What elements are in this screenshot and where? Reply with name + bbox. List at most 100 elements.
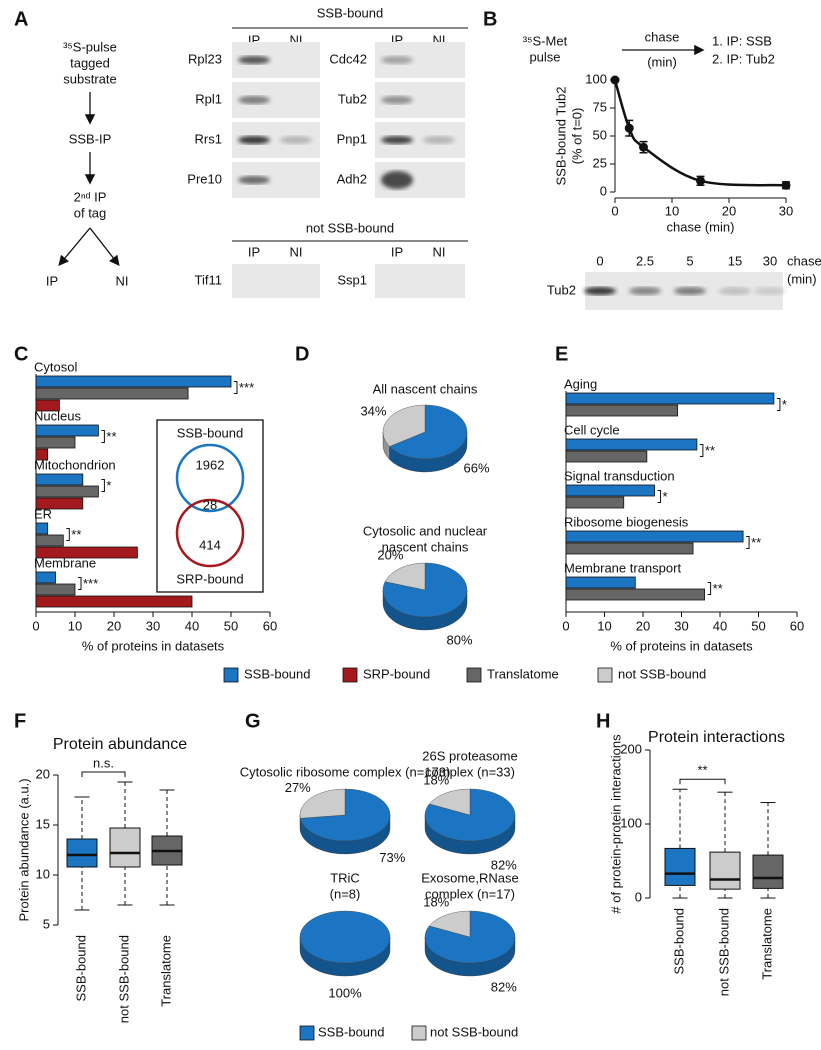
protein-label: Pre10 xyxy=(187,171,222,186)
y-axis-label: Protein abundance (a.u.) xyxy=(16,778,31,921)
box xyxy=(109,827,141,868)
protein-label: Rrs1 xyxy=(195,131,222,146)
gel-band xyxy=(280,136,312,144)
x-tick-label: 50 xyxy=(751,618,765,633)
box xyxy=(66,838,98,868)
bar xyxy=(565,576,636,589)
gel-band xyxy=(381,136,413,144)
x-tick-label: 0 xyxy=(562,618,569,633)
x-tick-label: 20 xyxy=(722,203,736,218)
header-text: (min) xyxy=(647,54,677,69)
x-tick-label: 0 xyxy=(611,203,618,218)
pie-label: 73% xyxy=(379,850,405,865)
y-axis-label: SSB-bound Tub2 xyxy=(553,86,568,185)
pie-slice xyxy=(428,788,471,816)
chart-title: Protein abundance xyxy=(53,736,187,753)
significance-bracket xyxy=(66,528,70,541)
bar xyxy=(565,484,655,497)
pie-label: 100% xyxy=(328,986,362,1001)
significance-bracket xyxy=(746,536,750,549)
y-tick-label: 25 xyxy=(593,155,607,170)
y-tick-label: 50 xyxy=(593,127,607,142)
x-tick-label: Translatome xyxy=(759,908,774,980)
y-tick-label: 75 xyxy=(593,99,607,114)
y-tick-label: 100 xyxy=(585,71,607,86)
box xyxy=(709,851,741,890)
x-tick-label: 30 xyxy=(779,203,793,218)
pie-label: 80% xyxy=(447,632,473,647)
bar xyxy=(565,530,744,543)
significance-label: ** xyxy=(71,527,81,542)
gel-lane-label: 30 xyxy=(763,253,777,268)
comparison-bracket xyxy=(81,771,126,777)
pie-label: 82% xyxy=(491,857,517,872)
category-label: Cytosol xyxy=(34,359,77,374)
gel-band xyxy=(719,287,751,295)
bar xyxy=(565,438,698,451)
significance-label: ** xyxy=(705,443,715,458)
significance-label: ** xyxy=(106,429,116,444)
flow-text: IP xyxy=(46,273,58,288)
flow-text: ³⁵S-pulse xyxy=(63,39,117,54)
bar xyxy=(35,448,49,461)
pie-slice xyxy=(428,910,471,938)
bar xyxy=(35,571,56,584)
panel-label: F xyxy=(14,710,26,732)
legend-swatch xyxy=(411,1025,427,1041)
legend-label: SSB-bound xyxy=(318,1024,385,1039)
significance-bracket xyxy=(699,444,704,457)
flow-text: of tag xyxy=(74,205,107,220)
bar xyxy=(565,496,625,509)
protein-label: Tub2 xyxy=(338,91,367,106)
pie-slice xyxy=(299,788,346,819)
protein-label: Rpl1 xyxy=(195,91,222,106)
pie-label: 20% xyxy=(377,548,403,563)
pie-title: TRiC xyxy=(330,870,360,885)
gel-band xyxy=(674,287,706,295)
panel-label: A xyxy=(14,8,28,30)
pie-label: 66% xyxy=(464,461,490,476)
data-point xyxy=(696,176,705,186)
legend-swatch xyxy=(223,667,239,683)
x-tick-label: 30 xyxy=(674,618,688,633)
x-tick-label: 30 xyxy=(146,618,160,633)
significance-bracket xyxy=(101,430,105,443)
bar xyxy=(35,546,138,559)
flow-arrow xyxy=(89,227,120,267)
gel-band xyxy=(381,96,413,104)
pie-title: 26S proteasome xyxy=(422,748,517,763)
pie-label: 34% xyxy=(360,403,386,418)
y-tick-label: 5 xyxy=(43,916,50,931)
category-label: Cell cycle xyxy=(564,422,620,437)
bar xyxy=(565,392,775,405)
x-tick-label: SSB-bound xyxy=(73,935,88,1002)
section-header: not SSB-bound xyxy=(306,220,394,235)
lane-label: IP xyxy=(248,244,260,259)
legend-swatch xyxy=(342,667,358,683)
x-tick-label: 20 xyxy=(107,618,121,633)
gel-image xyxy=(232,264,320,298)
bar xyxy=(35,534,64,547)
box xyxy=(664,847,696,886)
bar xyxy=(35,497,84,510)
x-axis-label: % of proteins in datasets xyxy=(82,638,225,653)
category-label: Mitochondrion xyxy=(34,457,116,472)
venn-count: 414 xyxy=(199,537,221,552)
comparison-bracket xyxy=(679,778,726,785)
significance-label: ** xyxy=(713,581,723,596)
pie-title: All nascent chains xyxy=(373,381,478,396)
data-point xyxy=(639,142,648,152)
panel-label: H xyxy=(596,710,610,732)
pie-label: 18% xyxy=(423,894,449,909)
gel-lane-label: 2.5 xyxy=(636,253,654,268)
pie-title: (n=8) xyxy=(330,886,361,901)
protein-label: Pnp1 xyxy=(337,131,367,146)
protein-label: Adh2 xyxy=(337,171,367,186)
significance-label: * xyxy=(782,397,787,412)
category-label: Membrane transport xyxy=(564,560,681,575)
flow-arrow xyxy=(58,227,91,266)
gel-band xyxy=(238,56,270,64)
panel-label: E xyxy=(555,343,568,365)
flow-text: SSB-IP xyxy=(69,131,112,146)
